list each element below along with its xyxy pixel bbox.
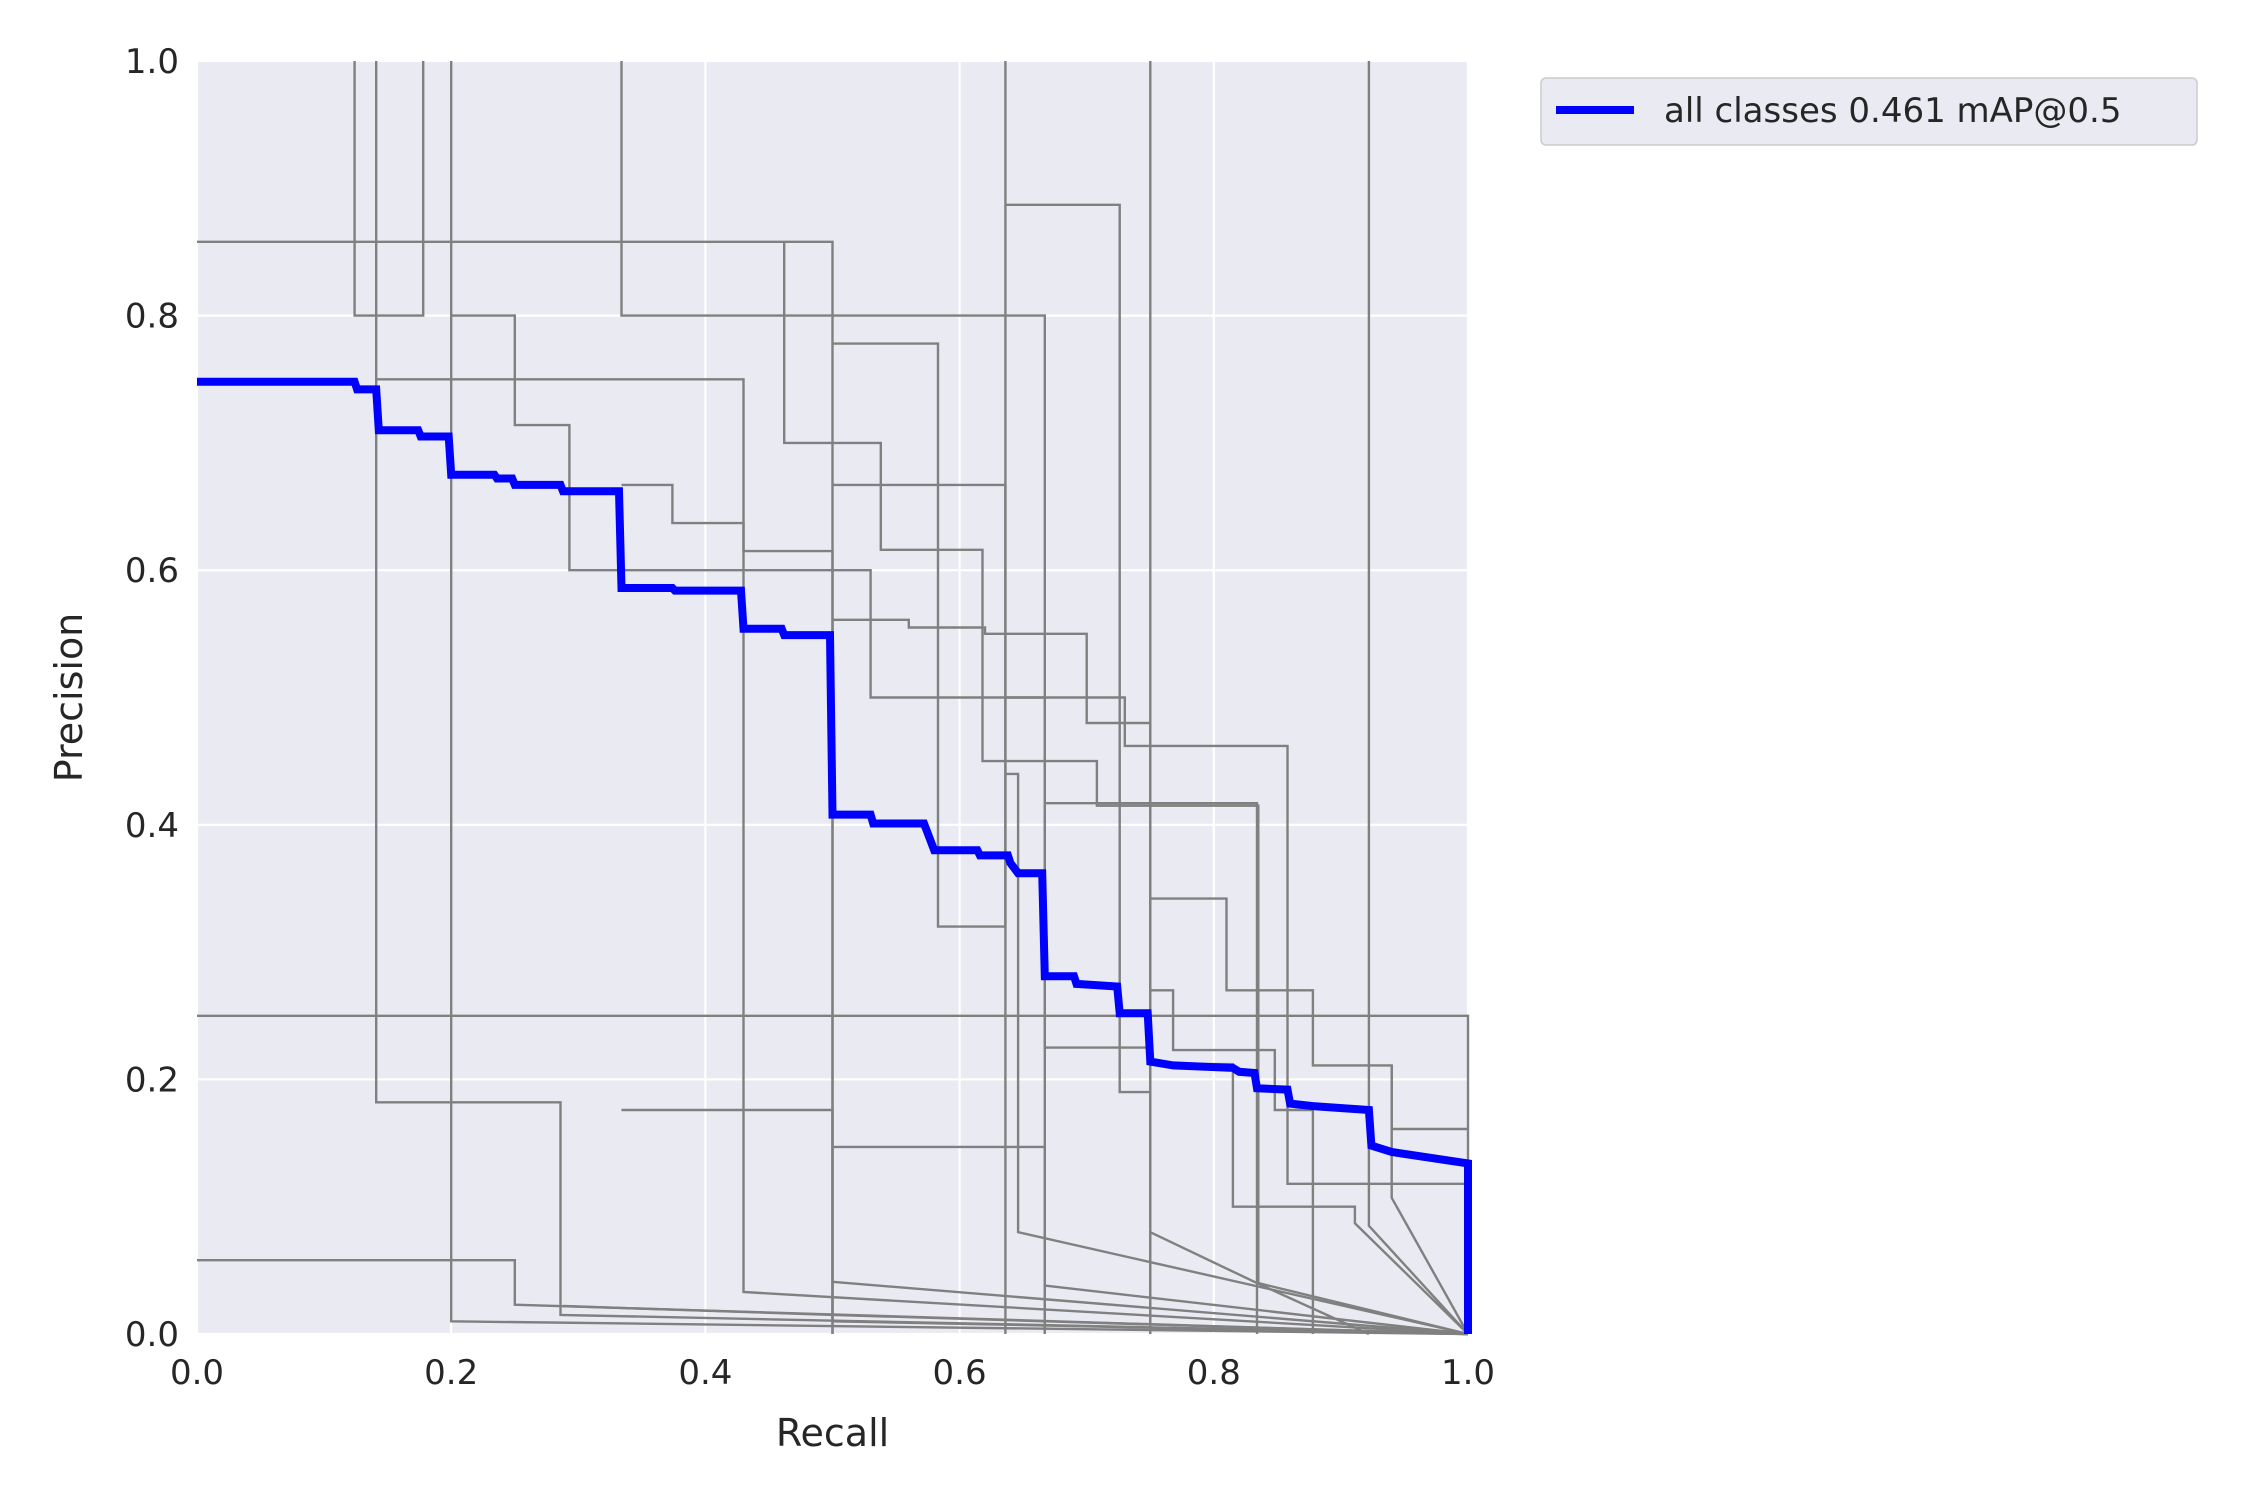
series-line-all-classes [197,377,1472,1334]
series-line-class-26 [1149,1231,1370,1336]
y-tick-label: 0.0 [125,1315,179,1355]
x-tick-label: 1.0 [1441,1353,1495,1393]
legend: all classes 0.461 mAP@0.5 [1540,77,2198,146]
series-line-class-15 [832,1280,1469,1336]
series-line-class-27 [562,1304,1469,1336]
y-tick-label: 1.0 [125,42,179,82]
x-axis-label: Recall [776,1411,889,1455]
series-line-class-3 [353,61,425,317]
series-line-class-6 [450,315,1469,1336]
series-line-class-5 [450,61,1469,1336]
x-tick-label: 0.6 [933,1353,987,1393]
series-line-class-10 [621,1108,834,1334]
legend-label-all-classes: all classes 0.461 mAP@0.5 [1664,91,2121,131]
y-tick-label: 0.4 [125,806,179,846]
series-line-class-19 [1044,802,1259,1334]
series-line-class-11 [783,241,1469,1336]
series-line-class-17 [1005,696,1468,1186]
all-classes-curve [197,377,1472,1334]
series-line-class-20 [1044,1284,1469,1336]
series-line-class-7 [376,378,1469,1336]
y-tick-label: 0.8 [125,297,179,337]
tick-labels: 0.0 0.2 0.4 0.6 0.8 1.0 0.0 0.2 0.4 0.6 0.8 1.0 [125,42,1495,1393]
series-line-class-14 [832,1145,1047,1334]
y-tick-label: 0.6 [125,551,179,591]
x-tick-label: 0.8 [1187,1353,1241,1393]
legend-box [1540,77,2198,146]
series-line-class-13 [832,618,1152,1334]
series-line-class-22 [1149,61,1315,1334]
series-line-class-24 [1367,61,1469,1335]
x-tick-label: 0.0 [170,1353,224,1393]
x-tick-label: 0.4 [678,1353,732,1393]
series-line-class-12 [832,342,1007,928]
y-tick-label: 0.2 [125,1060,179,1100]
series-line-class-18 [1005,772,1469,1336]
series-line-class-25 [1390,1065,1470,1335]
y-axis-label: Precision [47,613,91,783]
x-tick-label: 0.2 [424,1353,478,1393]
series-line-class-9 [621,483,1152,1334]
class-curves [197,61,1470,1336]
